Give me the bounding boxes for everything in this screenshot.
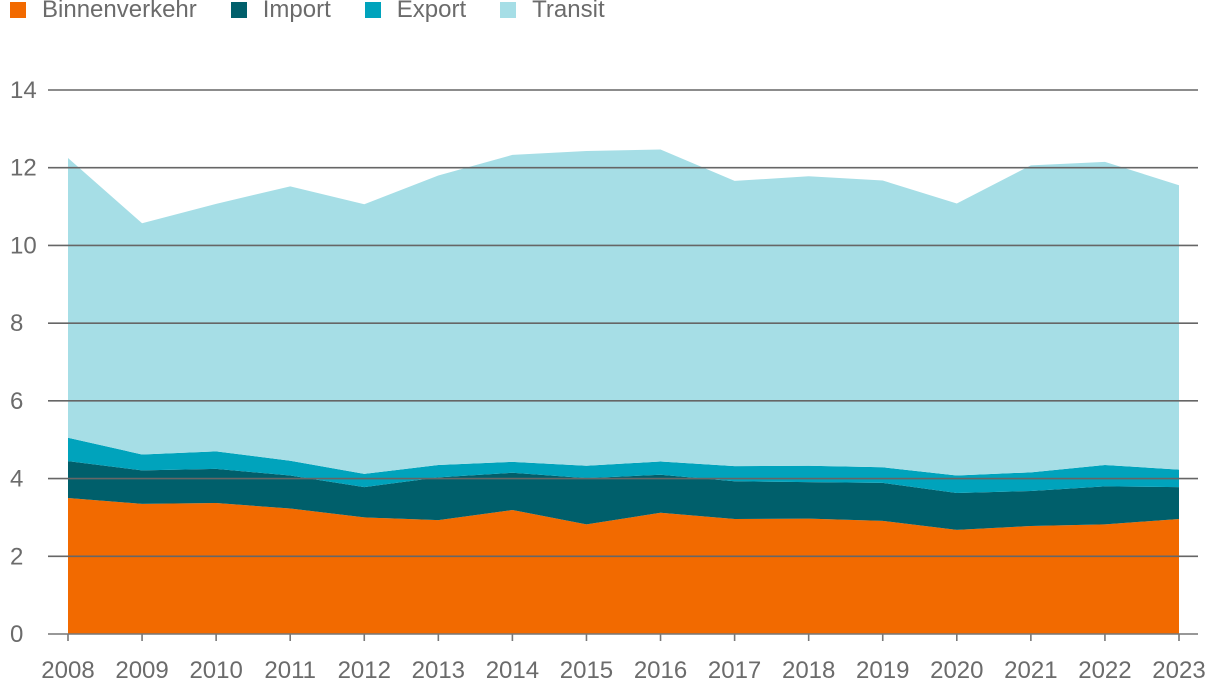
y-tick-labels: 0 2 4 6 8 10 12 14 (10, 77, 37, 648)
area-import (68, 461, 1179, 530)
legend-item-import: Import (230, 0, 331, 24)
x-tick-label: 2020 (930, 657, 983, 684)
legend-item-transit: Transit (500, 0, 605, 24)
x-tick-label: 2016 (634, 657, 687, 684)
x-tick-label: 2017 (708, 657, 761, 684)
legend-label: Import (262, 0, 331, 23)
x-tick-label: 2023 (1152, 657, 1205, 684)
y-tick-label: 14 (10, 77, 37, 104)
x-tick-label: 2011 (264, 657, 316, 684)
legend-swatch (500, 2, 517, 18)
x-tick-label: 2012 (338, 657, 391, 684)
x-tick-label: 2021 (1004, 657, 1057, 684)
legend-swatch (10, 2, 26, 18)
x-tick-label: 2009 (115, 657, 168, 684)
x-tick-label: 2015 (560, 657, 613, 684)
y-tick-label: 6 (10, 388, 23, 415)
legend-label: Export (396, 0, 467, 23)
y-tick-label: 10 (10, 232, 37, 259)
y-tick-label: 0 (10, 621, 23, 648)
area-layers (68, 149, 1179, 634)
x-tick-label: 2013 (412, 657, 465, 684)
legend-item-export: Export (364, 0, 467, 24)
x-tick-label: 2022 (1078, 657, 1131, 684)
legend-item-binnenverkehr: Binnenverkehr (10, 0, 197, 24)
x-tick-label: 2010 (189, 657, 242, 684)
area-binnenverkehr (68, 498, 1179, 634)
y-tick-label: 12 (10, 155, 37, 182)
gridlines (48, 89, 1198, 558)
x-tick-label: 2018 (782, 657, 835, 684)
legend-label: Binnenverkehr (42, 0, 197, 23)
legend-label: Transit (532, 0, 605, 23)
area-transit (68, 149, 1179, 476)
y-tick-label: 8 (10, 310, 23, 337)
x-tick-label: 2008 (41, 657, 94, 684)
x-tick-label: 2019 (856, 657, 909, 684)
legend-swatch (230, 2, 247, 18)
y-tick-label: 2 (10, 543, 23, 570)
x-tick-label: 2014 (486, 657, 539, 684)
chart-legend: Binnenverkehr Import Export Transit (0, 0, 639, 30)
x-tick-labels: 2008 2009 2010 2011 2012 2013 2014 2015 2016 2017… (41, 634, 1206, 684)
y-tick-label: 4 (10, 466, 23, 493)
legend-swatch (364, 2, 381, 18)
